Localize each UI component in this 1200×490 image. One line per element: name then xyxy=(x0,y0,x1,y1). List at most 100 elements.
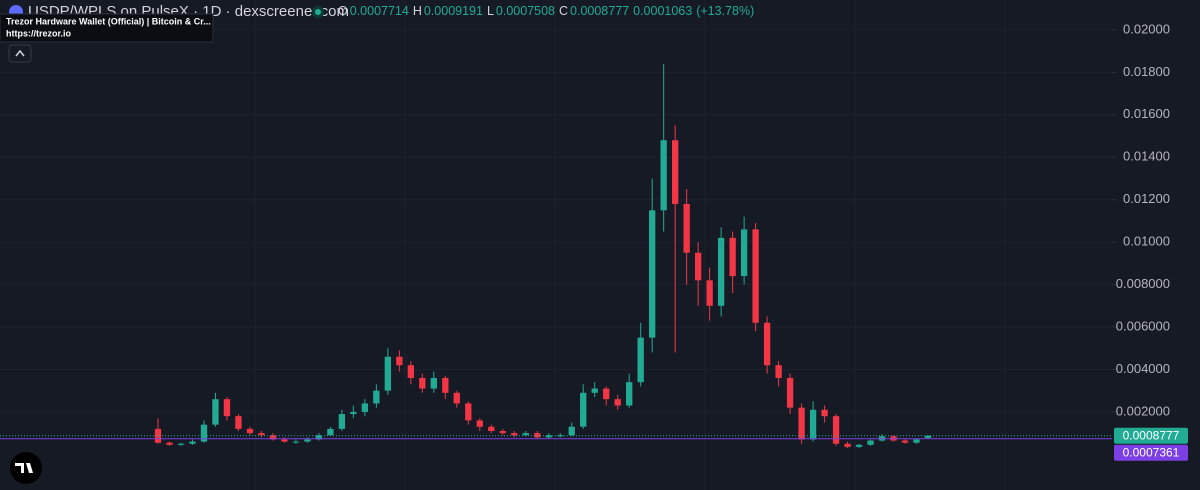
candle-body xyxy=(752,229,759,323)
ohlc-key: L xyxy=(487,4,494,18)
candle-body xyxy=(913,439,920,443)
y-tick-label: 0.002000 xyxy=(1116,403,1170,418)
candle-body xyxy=(177,443,185,445)
candle-body xyxy=(821,409,828,417)
candle-body xyxy=(154,428,162,443)
ohlc-key: O xyxy=(338,4,348,18)
line-price-box xyxy=(1114,444,1188,461)
candle-body xyxy=(844,443,851,447)
line-price-label: 0.0007361 xyxy=(1123,445,1180,459)
tooltip-box xyxy=(0,13,214,43)
candle-body xyxy=(924,435,932,438)
candle-body xyxy=(637,337,644,383)
ohlc-value: 0.0008777 xyxy=(570,4,629,18)
candle-body xyxy=(568,426,575,436)
ohlc-legend: O 0.0007714 H 0.0009191 L 0.0007508 C 0.0008777… xyxy=(338,4,754,18)
candle-body xyxy=(338,414,346,429)
y-tick-label: 0.008000 xyxy=(1116,276,1170,291)
tooltip-title: Trezor Hardware Wallet (Official) | Bitc… xyxy=(6,16,211,26)
candle-body xyxy=(580,392,587,427)
candle-body xyxy=(786,377,794,408)
candle-body xyxy=(694,252,702,281)
ohlc-key: H xyxy=(413,4,422,18)
candle-body xyxy=(384,356,392,391)
ohlc-text: O 0.0007714 H 0.0009191 L 0.0007508 C 0.0008777… xyxy=(338,4,754,18)
y-tick-label: 0.01400 xyxy=(1123,149,1170,164)
candle-body xyxy=(626,382,633,406)
collapse-icon xyxy=(15,49,25,57)
candle-body xyxy=(315,435,323,440)
candle-body xyxy=(499,431,506,434)
change-value: 0.0001063 xyxy=(633,4,692,18)
y-tick-label: 0.01800 xyxy=(1123,64,1170,79)
candle-body xyxy=(327,428,334,436)
candle-body xyxy=(511,433,518,436)
candle-body xyxy=(396,356,403,366)
candle-body xyxy=(522,433,529,436)
ohlc-key: C xyxy=(559,4,568,18)
candle-body xyxy=(729,237,736,277)
candle-body xyxy=(223,399,231,417)
change-percent: (+13.78%) xyxy=(696,4,754,18)
ohlc-value: 0.0007714 xyxy=(350,4,409,18)
y-tick-label: 0.01000 xyxy=(1123,234,1170,249)
candle-body xyxy=(212,399,219,425)
last-price-box xyxy=(1114,427,1188,444)
candle-body xyxy=(488,426,495,432)
candle-body xyxy=(545,435,552,438)
candle-body xyxy=(430,377,437,389)
candle-body xyxy=(706,280,713,306)
candle-body xyxy=(200,424,208,442)
candle-body xyxy=(235,416,242,429)
candle-body xyxy=(614,399,621,406)
candle-body xyxy=(246,428,254,434)
tv-logo-mark xyxy=(15,463,33,473)
candle-body xyxy=(717,237,725,306)
candle-body xyxy=(832,416,840,444)
y-axis: 0.02000 0.01800 0.01600 0.01400 0.01200 0.010… xyxy=(1112,21,1188,461)
candle-body xyxy=(419,377,426,389)
tooltip-url: https://trezor.io xyxy=(6,28,72,38)
candle-body xyxy=(476,420,483,427)
candle-body xyxy=(304,439,311,442)
candle-body xyxy=(281,439,288,442)
candle-body xyxy=(361,403,369,412)
grid xyxy=(0,0,1112,490)
candle-body xyxy=(373,390,380,404)
y-tick-label: 0.01200 xyxy=(1123,191,1170,206)
candle-body xyxy=(269,435,277,440)
candle-body xyxy=(740,229,748,277)
candle-body xyxy=(407,365,414,378)
candle-body xyxy=(258,433,265,436)
tv-logo[interactable] xyxy=(10,452,42,484)
candle-body xyxy=(189,441,196,444)
candle-body xyxy=(350,411,357,415)
status-dot xyxy=(315,9,321,15)
candle-body xyxy=(901,440,909,443)
candle-body xyxy=(660,140,667,211)
collapse-button[interactable] xyxy=(8,44,32,63)
candle-body xyxy=(867,440,874,445)
candle-body xyxy=(672,140,679,204)
candles xyxy=(0,63,1112,448)
candle-body xyxy=(166,442,173,445)
candle-body xyxy=(775,365,782,378)
candle-body xyxy=(855,444,863,447)
candle-body xyxy=(798,407,805,440)
y-tick-label: 0.02000 xyxy=(1123,21,1170,36)
y-tick-label: 0.01600 xyxy=(1123,106,1170,121)
candle-body xyxy=(591,388,598,393)
candle-body xyxy=(649,210,656,338)
candle-body xyxy=(683,203,690,253)
y-tick-label: 0.004000 xyxy=(1116,361,1170,376)
candle-body xyxy=(442,377,449,393)
ohlc-value: 0.0007508 xyxy=(496,4,555,18)
candle-body xyxy=(465,403,472,421)
candle-body xyxy=(557,435,564,437)
last-price-label: 0.0008777 xyxy=(1123,428,1180,442)
candle-body xyxy=(763,322,771,366)
ohlc-value: 0.0009191 xyxy=(424,4,483,18)
y-tick-label: 0.006000 xyxy=(1116,318,1170,333)
